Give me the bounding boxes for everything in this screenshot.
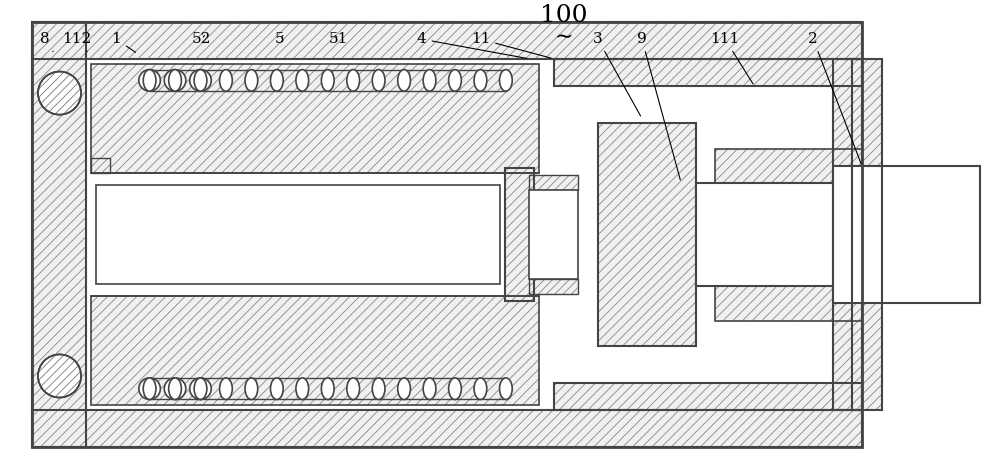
Text: ∼: ∼	[554, 26, 573, 48]
Text: 5: 5	[275, 32, 285, 46]
Ellipse shape	[449, 70, 461, 91]
Bar	[505, 168, 534, 301]
Bar	[529, 175, 578, 190]
Circle shape	[139, 70, 160, 91]
Bar	[32, 21, 862, 59]
Bar	[833, 59, 862, 410]
Bar	[505, 168, 534, 301]
Ellipse shape	[245, 70, 258, 91]
Ellipse shape	[423, 70, 436, 91]
Bar	[715, 286, 862, 320]
Bar	[554, 383, 862, 410]
Bar	[91, 296, 539, 405]
Bar	[715, 149, 862, 183]
Bar	[91, 64, 539, 173]
Ellipse shape	[321, 378, 334, 399]
Text: 111: 111	[710, 32, 753, 84]
Ellipse shape	[270, 70, 283, 91]
Bar	[32, 21, 86, 447]
Bar	[32, 21, 862, 447]
Bar	[529, 279, 578, 294]
Ellipse shape	[398, 70, 410, 91]
Ellipse shape	[194, 378, 207, 399]
Bar	[32, 21, 86, 447]
Ellipse shape	[296, 70, 309, 91]
Circle shape	[164, 70, 186, 91]
Ellipse shape	[321, 70, 334, 91]
Bar	[696, 183, 867, 286]
Ellipse shape	[449, 378, 461, 399]
Bar	[554, 86, 862, 383]
Ellipse shape	[245, 378, 258, 399]
Text: 9: 9	[637, 32, 680, 180]
Circle shape	[38, 71, 81, 114]
Ellipse shape	[474, 378, 487, 399]
Bar	[598, 123, 696, 346]
Ellipse shape	[474, 70, 487, 91]
Ellipse shape	[143, 70, 156, 91]
Circle shape	[164, 378, 186, 399]
Bar	[554, 59, 862, 86]
Bar	[91, 158, 110, 173]
Bar	[598, 123, 696, 346]
Bar	[91, 296, 539, 405]
Bar	[86, 59, 862, 410]
Text: 3: 3	[593, 32, 641, 116]
Bar	[715, 149, 862, 183]
Bar	[715, 286, 862, 320]
Text: 1: 1	[111, 32, 136, 52]
Ellipse shape	[169, 378, 181, 399]
Bar	[529, 190, 578, 279]
Bar	[554, 59, 862, 86]
Circle shape	[190, 378, 211, 399]
Text: 52: 52	[192, 32, 211, 46]
Text: 100: 100	[540, 4, 587, 27]
Bar	[852, 59, 882, 410]
Circle shape	[139, 378, 160, 399]
Bar	[529, 279, 578, 294]
Bar	[91, 158, 110, 173]
Ellipse shape	[500, 70, 512, 91]
Ellipse shape	[220, 70, 232, 91]
Bar	[91, 64, 539, 173]
Ellipse shape	[270, 378, 283, 399]
Ellipse shape	[143, 378, 156, 399]
Ellipse shape	[296, 378, 309, 399]
Ellipse shape	[423, 378, 436, 399]
Bar	[32, 410, 862, 447]
Ellipse shape	[347, 378, 360, 399]
Circle shape	[190, 70, 211, 91]
Text: 51: 51	[329, 32, 348, 46]
Bar	[715, 234, 862, 320]
Ellipse shape	[347, 70, 360, 91]
Text: 4: 4	[417, 32, 527, 58]
Text: 2: 2	[808, 32, 861, 164]
Ellipse shape	[500, 378, 512, 399]
Bar	[833, 59, 862, 410]
Text: 11: 11	[471, 32, 551, 58]
Bar	[96, 185, 500, 284]
Ellipse shape	[372, 378, 385, 399]
Bar	[32, 410, 862, 447]
Ellipse shape	[169, 70, 181, 91]
Ellipse shape	[220, 378, 232, 399]
Bar	[833, 166, 980, 303]
Bar	[554, 383, 862, 410]
Bar	[529, 175, 578, 190]
Bar	[852, 59, 882, 410]
Ellipse shape	[372, 70, 385, 91]
Text: 8: 8	[40, 32, 53, 52]
Bar	[32, 21, 862, 59]
Text: 112: 112	[63, 32, 92, 52]
Circle shape	[38, 354, 81, 397]
Ellipse shape	[398, 378, 410, 399]
Ellipse shape	[194, 70, 207, 91]
